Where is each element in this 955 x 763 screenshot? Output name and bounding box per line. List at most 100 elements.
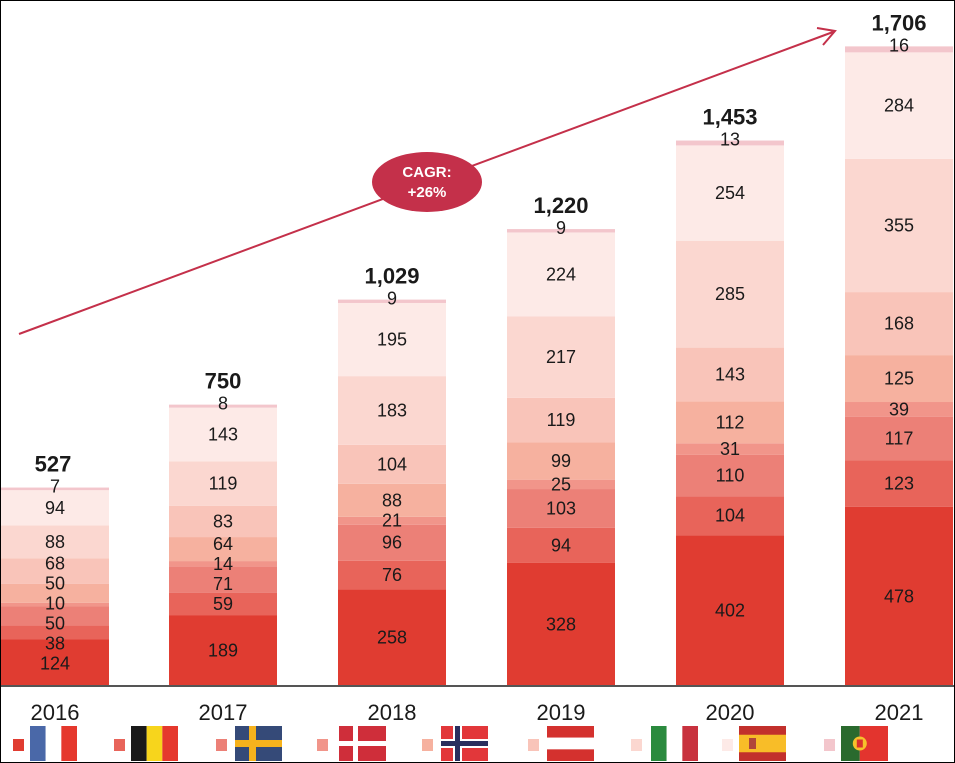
data-label: 94 [551,535,571,555]
data-label: 117 [885,429,914,449]
total-label: 1,706 [871,10,926,35]
bar-stack-2020: 402 104 110 31 112 143 285 254 131,453 [676,105,784,686]
data-label: 88 [382,490,402,510]
bar-segment-italy [1,525,109,559]
data-label: 224 [546,264,576,284]
data-label: 284 [884,96,914,116]
data-label: 110 [716,466,745,486]
bar-segment-denmark [1,602,109,607]
bar-segment-norway [169,537,277,562]
bar-segment-spain [676,145,784,241]
bar-segment-sweden [507,489,615,528]
cagr-badge: CAGR: +26% [372,152,482,212]
data-label: 254 [715,183,745,203]
legend-swatch [114,739,125,751]
flag-france-icon [30,726,77,761]
data-label: 25 [551,474,571,494]
data-label: 94 [45,498,65,518]
data-label: 143 [208,424,238,444]
bar-segment-denmark [676,443,784,455]
data-label: 10 [45,593,65,613]
x-tick-label: 2020 [706,700,755,725]
bar-segment-italy [338,376,446,445]
legend-swatch [422,739,433,751]
flag-austria-icon [547,726,594,761]
bar-segment-denmark [845,402,953,417]
legend-swatch [317,739,328,751]
x-tick-label: 2021 [875,700,924,725]
legend-swatch [216,739,227,751]
data-label: 119 [547,410,576,430]
data-label: 8 [218,394,228,414]
bar-segment-norway [1,583,109,603]
bar-segment-austria [169,505,277,538]
data-label: 9 [556,218,566,238]
data-label: 39 [889,399,909,419]
bar-segment-belgium [338,560,446,590]
data-label: 103 [546,498,576,518]
data-label: 50 [45,573,65,593]
data-label: 168 [884,314,914,334]
bar-segment-austria [676,347,784,402]
data-label: 119 [209,474,238,494]
legend-item-belgium [114,726,178,761]
data-label: 125 [884,369,914,389]
data-label: 96 [382,533,402,553]
bar-segment-spain [338,302,446,377]
legend-item-denmark [317,726,386,761]
data-label: 64 [213,534,233,554]
bar-segment-sweden [338,524,446,561]
bar-segment-spain [1,490,109,526]
legend-item-austria [528,726,594,761]
total-label: 1,453 [702,105,757,130]
bar-segment-portugal [845,46,953,53]
legend-item-portugal [824,726,888,761]
flag-italy-icon [651,726,698,761]
flag-portugal-icon [841,726,888,761]
bar-segment-france [676,535,784,686]
bar-segment-france [169,615,277,686]
data-label: 258 [377,628,407,648]
data-label: 112 [716,412,745,432]
bar-segment-portugal [676,140,784,146]
data-label: 104 [377,454,407,474]
bar-segment-belgium [676,496,784,536]
x-tick-label: 2016 [31,700,80,725]
data-label: 71 [213,574,233,594]
legend-swatch [722,739,733,751]
legend-swatch [824,739,835,751]
bar-segment-norway [676,401,784,444]
bar-segment-portugal [1,487,109,491]
data-label: 123 [884,474,914,494]
bar-segment-france [845,506,953,686]
legend-item-norway [422,726,488,761]
data-label: 7 [50,477,60,497]
bar-segment-italy [845,158,953,293]
bar-segment-france [1,639,109,686]
flag-denmark-icon [339,726,386,761]
bar-segment-belgium [507,527,615,563]
bar-segment-france [338,589,446,686]
legend-item-spain [722,726,786,761]
data-label: 124 [40,653,70,673]
bar-segment-italy [507,316,615,398]
total-label: 1,029 [364,264,419,289]
bar-segment-sweden [676,454,784,497]
legend-item-france [13,726,77,761]
data-label: 195 [377,330,407,350]
bar-segment-belgium [845,460,953,507]
data-label: 50 [45,613,65,633]
data-label: 285 [715,284,745,304]
cagr-label: CAGR: [402,164,451,181]
flag-belgium-icon [131,726,178,761]
data-label: 16 [889,35,909,55]
bar-segment-spain [169,407,277,462]
total-label: 1,220 [533,193,588,218]
bar-segment-austria [338,444,446,484]
data-label: 478 [884,586,914,606]
bar-segment-austria [1,558,109,584]
bar-segment-portugal [507,229,615,233]
bar-segment-belgium [1,625,109,640]
